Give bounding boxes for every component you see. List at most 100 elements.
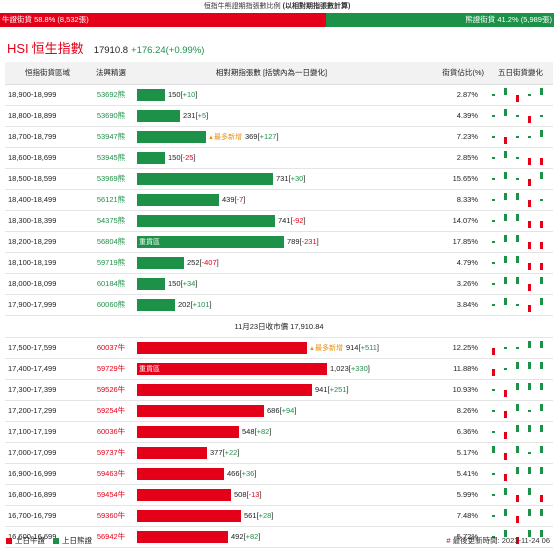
volume-bar — [137, 193, 219, 206]
table-row[interactable]: 18,000-18,099 60184熊 150 [+34] 3.26% — [5, 273, 553, 295]
five-day-sparkline-cell — [488, 189, 553, 211]
table-row[interactable]: 18,700-18,799 53947熊 ▲最多新增 369 [+127] 7.23% — [5, 126, 553, 148]
header-spark: 五日街貨變化 — [488, 62, 553, 85]
nominal-link[interactable]: 59254牛 — [87, 400, 135, 422]
nominal-link[interactable]: 59454牛 — [87, 484, 135, 506]
volume-bar-wrap: ▲最多新增 369 [+127] — [137, 130, 406, 144]
nominal-link[interactable]: 60060熊 — [87, 294, 135, 316]
nominal-link[interactable]: 53945熊 — [87, 147, 135, 169]
table-row[interactable]: 17,900-17,999 60060熊 202 [+101] 3.84% — [5, 294, 553, 316]
volume-bar-wrap: 252 [-407] — [137, 256, 406, 270]
daily-change-value: +5 — [197, 111, 207, 120]
nominal-link[interactable]: 56804熊 — [87, 231, 135, 253]
volume-bar-wrap: 741 [-92] — [137, 214, 406, 228]
daily-change-value: +127 — [259, 132, 277, 141]
daily-change: [+511] — [358, 343, 379, 352]
nominal-link[interactable]: 53969熊 — [87, 168, 135, 190]
table-row[interactable]: 18,200-18,299 56804熊 重貨區 789 [-231] 17.85% — [5, 231, 553, 253]
spark-mark — [504, 452, 507, 460]
spark-mark — [528, 466, 531, 474]
table-row[interactable]: 18,100-18,199 59719熊 252 [-407] 4.79% — [5, 252, 553, 274]
daily-change-value: +511 — [360, 343, 377, 352]
nominal-link[interactable]: 56121熊 — [87, 189, 135, 211]
range-cell: 16,800-16,899 — [5, 484, 87, 506]
nominal-link[interactable]: 59526牛 — [87, 379, 135, 401]
table-row[interactable]: 17,500-17,599 60037牛 ▲最多新增 914 [+511] 12.25% — [5, 337, 553, 359]
nominal-link[interactable]: 60037牛 — [87, 337, 135, 359]
nominal-link[interactable]: 60184熊 — [87, 273, 135, 295]
volume-count: 202 — [178, 300, 191, 309]
share-pct: 4.79% — [406, 252, 488, 274]
nominal-link[interactable]: 53692熊 — [87, 84, 135, 106]
spark-mark — [528, 283, 531, 291]
bracket-open: [ — [348, 364, 351, 373]
table-row[interactable]: 17,100-17,199 60036牛 548 [+82] 6.36% — [5, 421, 553, 443]
nominal-link[interactable]: 56942牛 — [87, 526, 135, 548]
nominal-link[interactable]: 59719熊 — [87, 252, 135, 274]
five-day-sparkline-cell — [488, 294, 553, 316]
table-row[interactable]: 17,400-17,499 59729牛 重貨區 1,023 [+330] 11.88% — [5, 358, 553, 380]
bracket-close: ] — [206, 111, 209, 120]
five-day-sparkline — [488, 338, 550, 358]
spark-mark — [528, 178, 531, 186]
volume-bar — [137, 404, 264, 417]
volume-count: 492 — [231, 532, 244, 541]
table-row[interactable]: 17,000-17,099 59737牛 377 [+22] 5.17% — [5, 442, 553, 464]
table-header-row: 恒指街貨區域 法興精選 相對期指張數 [括號內為一日變化] 街貨佔比(%) 五日… — [5, 62, 553, 85]
range-cell: 18,000-18,099 — [5, 273, 87, 295]
most-added-label: 最多新增 — [213, 133, 242, 141]
spark-mark — [540, 129, 543, 137]
bracket-open: [ — [288, 174, 291, 183]
volume-bar-wrap: 466 [+36] — [137, 467, 406, 481]
volume-bar — [137, 130, 206, 143]
nominal-link[interactable]: 54375熊 — [87, 210, 135, 232]
five-day-sparkline — [488, 295, 550, 315]
daily-change-value: -13 — [248, 490, 260, 499]
nominal-link[interactable]: 59463牛 — [87, 463, 135, 485]
table-row[interactable]: 16,800-16,899 59454牛 508 [-13] 5.99% — [5, 484, 553, 506]
volume-bar — [137, 256, 184, 269]
five-day-sparkline — [488, 506, 550, 526]
volume-bar-cell: 377 [+22] — [135, 442, 406, 464]
most-added-badge: ▲最多新增 — [208, 132, 242, 142]
table-row[interactable]: 16,600-16,699 56942牛 492 [+82] 5.72% — [5, 526, 553, 548]
volume-count: 150 — [168, 153, 181, 162]
range-cell: 17,200-17,299 — [5, 400, 87, 422]
table-row[interactable]: 16,900-16,999 59463牛 466 [+36] 5.41% — [5, 463, 553, 485]
nominal-link[interactable]: 53690熊 — [87, 105, 135, 127]
five-day-sparkline-cell — [488, 526, 553, 548]
spark-mark — [516, 445, 519, 453]
volume-bar — [137, 151, 165, 164]
header-pct: 街貨佔比(%) — [406, 62, 488, 85]
volume-bar-cell: 941 [+251] — [135, 379, 406, 401]
nominal-link[interactable]: 53947熊 — [87, 126, 135, 148]
volume-bar-cell: 492 [+82] — [135, 526, 406, 548]
volume-bar-wrap: 561 [+28] — [137, 509, 406, 523]
volume-bar — [137, 467, 224, 480]
daily-change: [+5] — [196, 111, 209, 120]
spark-mark — [504, 473, 507, 481]
volume-bar-wrap: 508 [-13] — [137, 488, 406, 502]
five-day-sparkline-cell — [488, 84, 553, 106]
table-row[interactable]: 18,400-18,499 56121熊 439 [-7] 8.33% — [5, 189, 553, 211]
range-cell: 16,900-16,999 — [5, 463, 87, 485]
share-pct: 14.07% — [406, 210, 488, 232]
five-day-sparkline-cell — [488, 337, 553, 359]
table-row[interactable]: 16,700-16,799 59360牛 561 [+28] 7.48% — [5, 505, 553, 527]
range-cell: 18,500-18,599 — [5, 168, 87, 190]
table-row[interactable]: 18,600-18,699 53945熊 150 [-25] 2.85% — [5, 147, 553, 169]
table-row[interactable]: 18,300-18,399 54375熊 741 [-92] 14.07% — [5, 210, 553, 232]
table-row[interactable]: 18,900-18,999 53692熊 150 [+10] 2.87% — [5, 84, 553, 106]
nominal-link[interactable]: 59360牛 — [87, 505, 135, 527]
share-pct: 5.99% — [406, 484, 488, 506]
table-row[interactable]: 18,500-18,599 53969熊 731 [+30] 15.65% — [5, 168, 553, 190]
spark-mark — [492, 388, 495, 391]
spark-mark — [516, 424, 519, 432]
table-row[interactable]: 17,300-17,399 59526牛 941 [+251] 10.93% — [5, 379, 553, 401]
table-row[interactable]: 17,200-17,299 59254牛 686 [+94] 8.26% — [5, 400, 553, 422]
nominal-link[interactable]: 60036牛 — [87, 421, 135, 443]
nominal-link[interactable]: 59729牛 — [87, 358, 135, 380]
bracket-close: ] — [237, 448, 240, 457]
nominal-link[interactable]: 59737牛 — [87, 442, 135, 464]
table-row[interactable]: 18,800-18,899 53690熊 231 [+5] 4.39% — [5, 105, 553, 127]
